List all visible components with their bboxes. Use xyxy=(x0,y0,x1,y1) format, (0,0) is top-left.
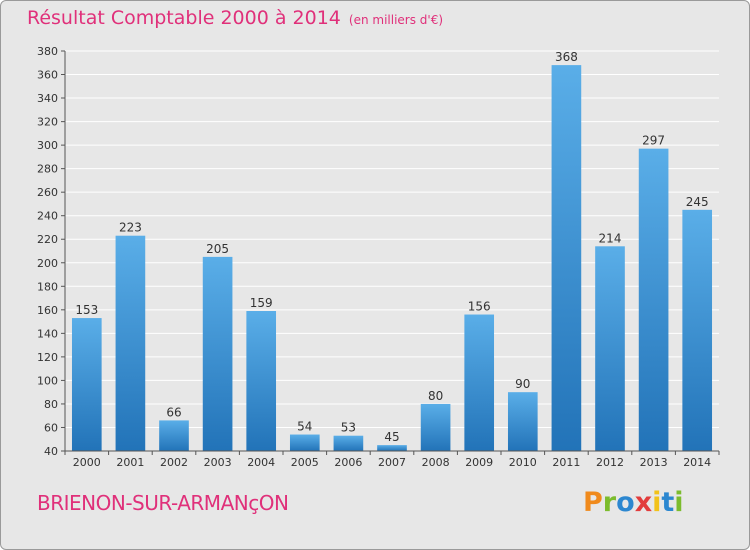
x-tick-label: 2013 xyxy=(640,456,668,469)
y-tick-label: 140 xyxy=(37,327,58,340)
bar-2006 xyxy=(333,435,364,451)
y-tick-label: 40 xyxy=(44,445,58,458)
y-tick-label: 60 xyxy=(44,421,58,434)
chart-unit: (en milliers d'€) xyxy=(348,13,444,27)
y-tick-label: 360 xyxy=(37,69,58,82)
y-tick-label: 300 xyxy=(37,139,58,152)
data-label: 54 xyxy=(297,420,312,434)
data-label: 53 xyxy=(341,421,356,435)
bar-2011 xyxy=(551,65,582,451)
x-tick-label: 2000 xyxy=(73,456,101,469)
bar-2002 xyxy=(159,420,189,451)
bar-2005 xyxy=(289,434,320,451)
y-tick-label: 380 xyxy=(37,45,58,58)
x-axis-ticks: 2000 2001 2002 2003 2004 2005 2006 2007 2008 2009… xyxy=(64,451,720,469)
data-labels: 153 223 66 205 159 54 53 45 80 156 90 368 214 297 245 xyxy=(75,50,708,444)
y-tick-label: 320 xyxy=(37,116,58,129)
bar-2008 xyxy=(420,403,451,451)
y-tick-label: 260 xyxy=(37,186,58,199)
data-label: 90 xyxy=(515,377,530,391)
y-tick-label: 80 xyxy=(44,398,58,411)
data-label: 66 xyxy=(166,405,181,419)
y-tick-label: 280 xyxy=(37,163,58,176)
proxiti-logo: Proxiti xyxy=(583,487,684,518)
bar-2010 xyxy=(507,392,538,451)
y-tick-label: 220 xyxy=(37,233,58,246)
y-tick-label: 100 xyxy=(37,374,58,387)
data-label: 368 xyxy=(555,50,578,64)
x-tick-label: 2004 xyxy=(247,456,275,469)
y-tick-label: 160 xyxy=(37,304,58,317)
x-tick-label: 2001 xyxy=(116,456,144,469)
data-label: 205 xyxy=(206,242,229,256)
bar-2001 xyxy=(115,235,146,451)
bar-2007 xyxy=(377,445,407,451)
y-tick-label: 240 xyxy=(37,210,58,223)
bar-2013 xyxy=(638,148,669,451)
chart-title-text: Résultat Comptable 2000 à 2014 xyxy=(27,7,341,29)
chart-title: Résultat Comptable 2000 à 2014 (en millie… xyxy=(27,7,443,29)
y-tick-label: 200 xyxy=(37,257,58,270)
x-tick-label: 2003 xyxy=(204,456,232,469)
y-tick-label: 120 xyxy=(37,351,58,364)
x-tick-label: 2010 xyxy=(509,456,537,469)
data-label: 214 xyxy=(599,231,622,245)
bar-2012 xyxy=(595,246,625,451)
data-label: 80 xyxy=(428,389,443,403)
x-tick-label: 2007 xyxy=(378,456,406,469)
data-label: 223 xyxy=(119,221,142,235)
y-axis-ticks: 40 60 80 100 120 140 160 180 200 220 240 260 280 300 3… xyxy=(37,45,65,458)
data-label: 156 xyxy=(468,300,491,314)
x-tick-label: 2008 xyxy=(422,456,450,469)
x-tick-label: 2005 xyxy=(291,456,319,469)
x-tick-label: 2006 xyxy=(334,456,362,469)
bar-2003 xyxy=(202,256,233,451)
bar-2014 xyxy=(682,209,713,451)
bar-2009 xyxy=(464,314,495,451)
y-tick-label: 180 xyxy=(37,280,58,293)
bars xyxy=(71,65,713,451)
x-tick-label: 2011 xyxy=(552,456,580,469)
data-label: 153 xyxy=(75,303,98,317)
y-tick-label: 340 xyxy=(37,92,58,105)
bar-2000 xyxy=(71,318,102,451)
data-label: 159 xyxy=(250,296,273,310)
x-tick-label: 2014 xyxy=(683,456,711,469)
commune-name: BRIENON-SUR-ARMANçON xyxy=(37,491,289,515)
x-tick-label: 2012 xyxy=(596,456,624,469)
data-label: 245 xyxy=(686,195,709,209)
data-label: 297 xyxy=(642,134,665,148)
x-tick-label: 2009 xyxy=(465,456,493,469)
x-tick-label: 2002 xyxy=(160,456,188,469)
bar-2004 xyxy=(246,311,277,451)
data-label: 45 xyxy=(384,430,399,444)
